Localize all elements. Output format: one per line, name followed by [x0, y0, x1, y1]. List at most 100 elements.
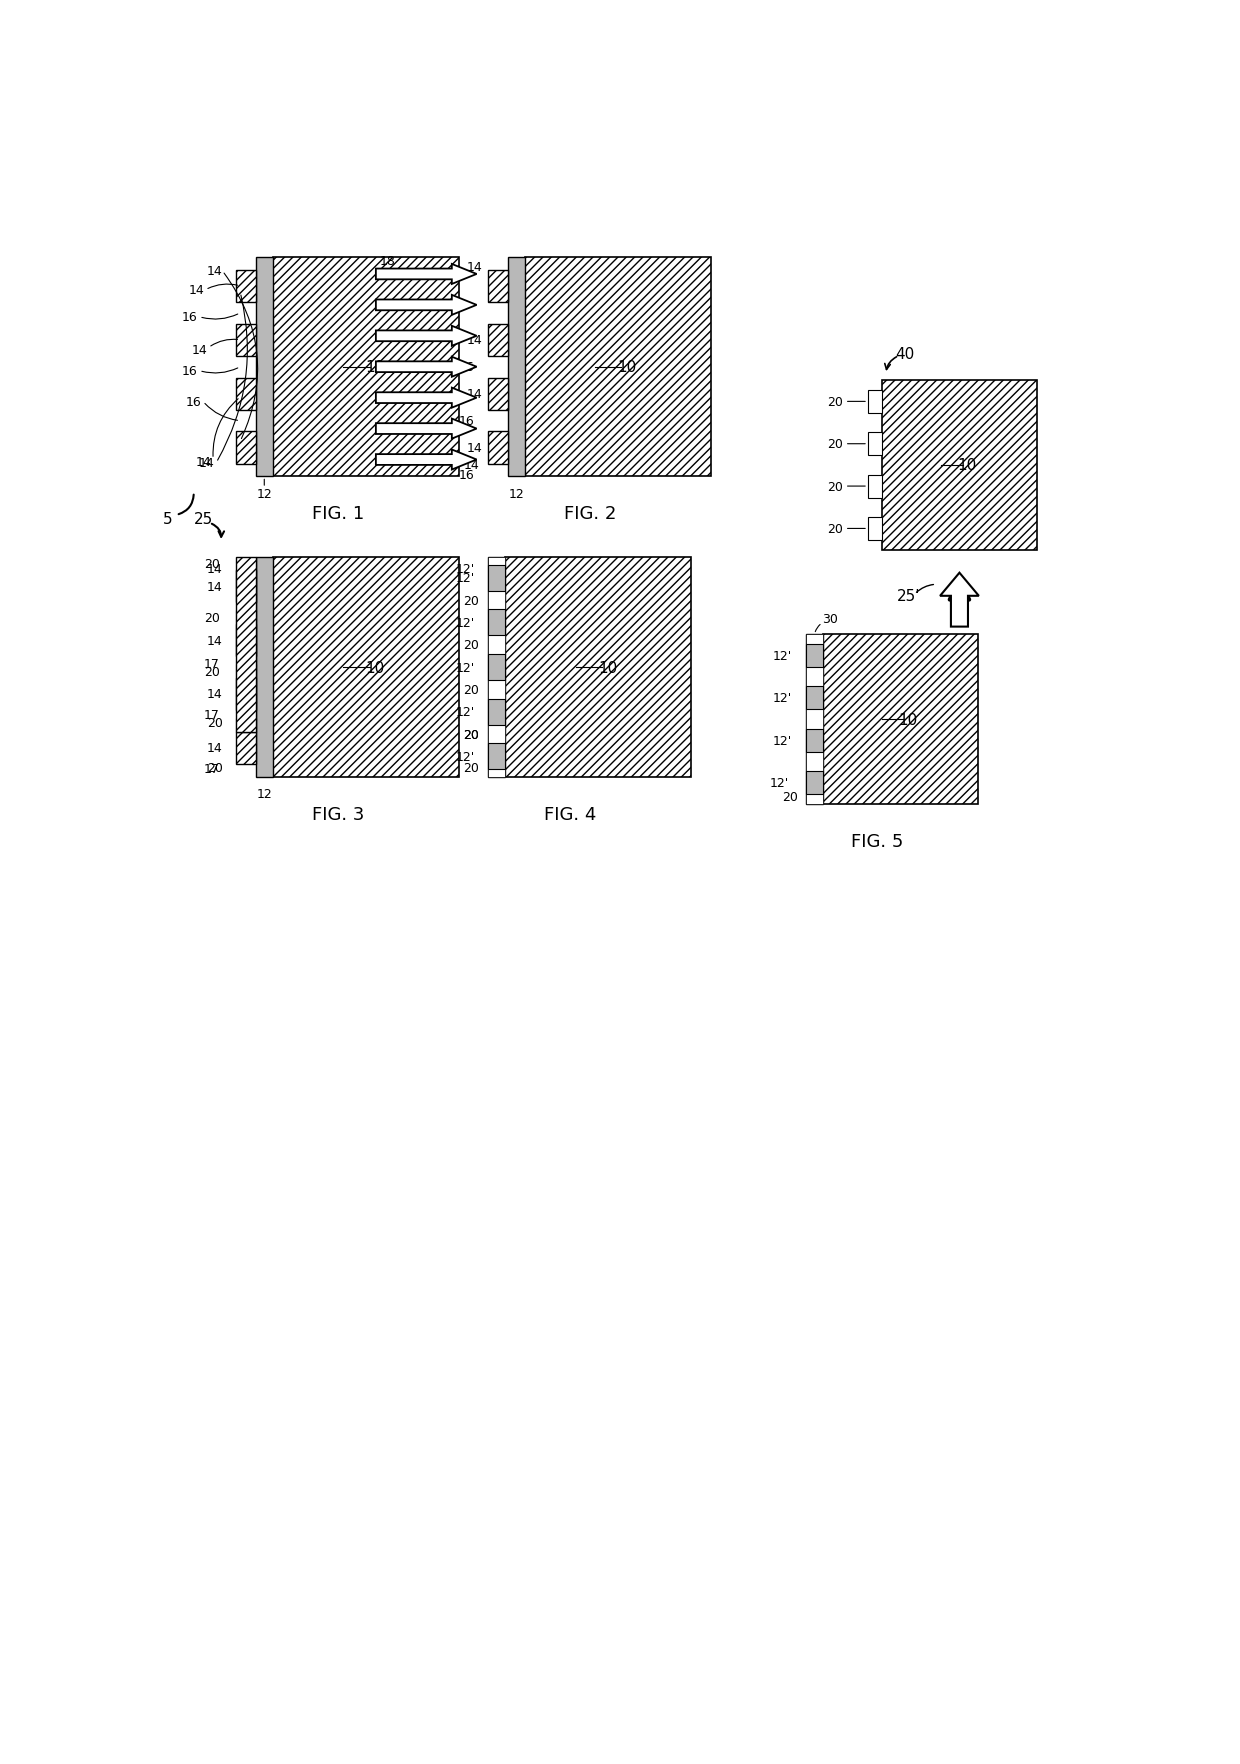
Text: 10: 10 — [366, 660, 384, 676]
Text: 14: 14 — [466, 441, 482, 455]
Bar — [507, 258, 525, 478]
FancyArrow shape — [376, 326, 476, 346]
Text: 10: 10 — [598, 660, 618, 676]
Bar — [806, 667, 823, 686]
Text: 10: 10 — [957, 459, 977, 473]
Text: 20: 20 — [464, 729, 479, 741]
Text: 20: 20 — [203, 612, 219, 624]
Bar — [489, 432, 507, 464]
Text: 10: 10 — [899, 713, 918, 727]
Bar — [489, 377, 507, 411]
Text: 14: 14 — [466, 388, 482, 400]
Polygon shape — [940, 573, 978, 628]
Text: 20: 20 — [464, 729, 479, 741]
Bar — [237, 325, 255, 356]
Bar — [237, 377, 255, 411]
Bar — [868, 390, 882, 415]
Text: 12: 12 — [257, 487, 272, 501]
Text: 12': 12' — [773, 691, 792, 706]
Text: 16: 16 — [182, 365, 197, 377]
Text: 14: 14 — [207, 743, 222, 755]
Text: 20: 20 — [827, 522, 843, 536]
Bar — [255, 258, 273, 478]
Bar — [237, 270, 255, 303]
Text: 12': 12' — [455, 750, 475, 764]
FancyArrow shape — [376, 420, 476, 439]
Bar — [489, 681, 506, 699]
Text: 14: 14 — [188, 284, 203, 296]
Text: 14: 14 — [207, 688, 222, 700]
Bar — [237, 610, 255, 624]
Bar — [489, 725, 506, 744]
FancyArrow shape — [376, 358, 476, 377]
Text: 16: 16 — [459, 415, 474, 429]
Bar — [806, 729, 823, 751]
Bar — [237, 624, 255, 656]
Bar — [506, 557, 692, 778]
Bar — [489, 564, 506, 591]
Text: 12': 12' — [773, 649, 792, 663]
Bar — [489, 699, 506, 725]
Text: 16: 16 — [186, 395, 202, 409]
Text: 17: 17 — [203, 658, 219, 670]
Text: 20: 20 — [782, 790, 799, 803]
Text: FIG. 2: FIG. 2 — [564, 505, 616, 524]
Bar — [806, 686, 823, 709]
Bar — [489, 591, 506, 610]
Text: 10: 10 — [366, 360, 384, 376]
Text: 14: 14 — [196, 455, 212, 469]
Text: 16: 16 — [182, 310, 197, 325]
Bar — [868, 432, 882, 457]
Bar — [255, 557, 273, 778]
Bar — [806, 771, 823, 794]
Bar — [806, 751, 823, 771]
Text: FIG. 3: FIG. 3 — [311, 804, 365, 824]
Bar — [489, 610, 506, 637]
Bar — [489, 557, 506, 744]
Text: 20: 20 — [827, 480, 843, 494]
Bar — [489, 270, 507, 303]
Bar — [489, 557, 506, 778]
Text: 18: 18 — [379, 256, 396, 268]
Bar — [823, 635, 978, 804]
Bar — [868, 517, 882, 542]
Bar — [806, 635, 823, 804]
Text: 40: 40 — [895, 346, 915, 362]
Bar — [525, 258, 711, 478]
Text: 16: 16 — [459, 362, 474, 374]
FancyArrow shape — [376, 265, 476, 284]
Text: 20: 20 — [464, 683, 479, 697]
Text: 20: 20 — [827, 437, 843, 452]
Text: 12': 12' — [455, 616, 475, 630]
Bar — [237, 679, 255, 711]
Text: 10: 10 — [618, 360, 636, 376]
Bar — [806, 644, 823, 667]
Text: 25': 25' — [898, 589, 921, 603]
Text: 16: 16 — [459, 469, 474, 482]
Text: 17: 17 — [203, 709, 219, 721]
Text: 20: 20 — [464, 762, 479, 774]
Text: 20: 20 — [827, 395, 843, 409]
Bar — [489, 744, 506, 771]
Bar — [273, 557, 459, 778]
Bar — [237, 432, 255, 464]
Text: 14: 14 — [466, 333, 482, 348]
Text: 14: 14 — [207, 635, 222, 647]
Bar — [868, 475, 882, 499]
Bar — [237, 718, 255, 732]
Text: FIG. 4: FIG. 4 — [544, 804, 596, 824]
Text: 20: 20 — [203, 557, 219, 572]
Text: 12': 12' — [455, 662, 475, 674]
Text: 12': 12' — [455, 563, 475, 577]
Bar — [489, 591, 506, 778]
Text: 12': 12' — [769, 776, 789, 790]
Text: 20: 20 — [464, 594, 479, 607]
Text: 12': 12' — [455, 706, 475, 718]
Text: 17: 17 — [203, 762, 219, 776]
Text: 14: 14 — [200, 457, 215, 469]
Bar — [237, 572, 255, 603]
Bar — [489, 637, 506, 654]
Text: 14: 14 — [466, 261, 482, 273]
Text: 20: 20 — [203, 665, 219, 679]
Text: 30: 30 — [822, 614, 838, 626]
